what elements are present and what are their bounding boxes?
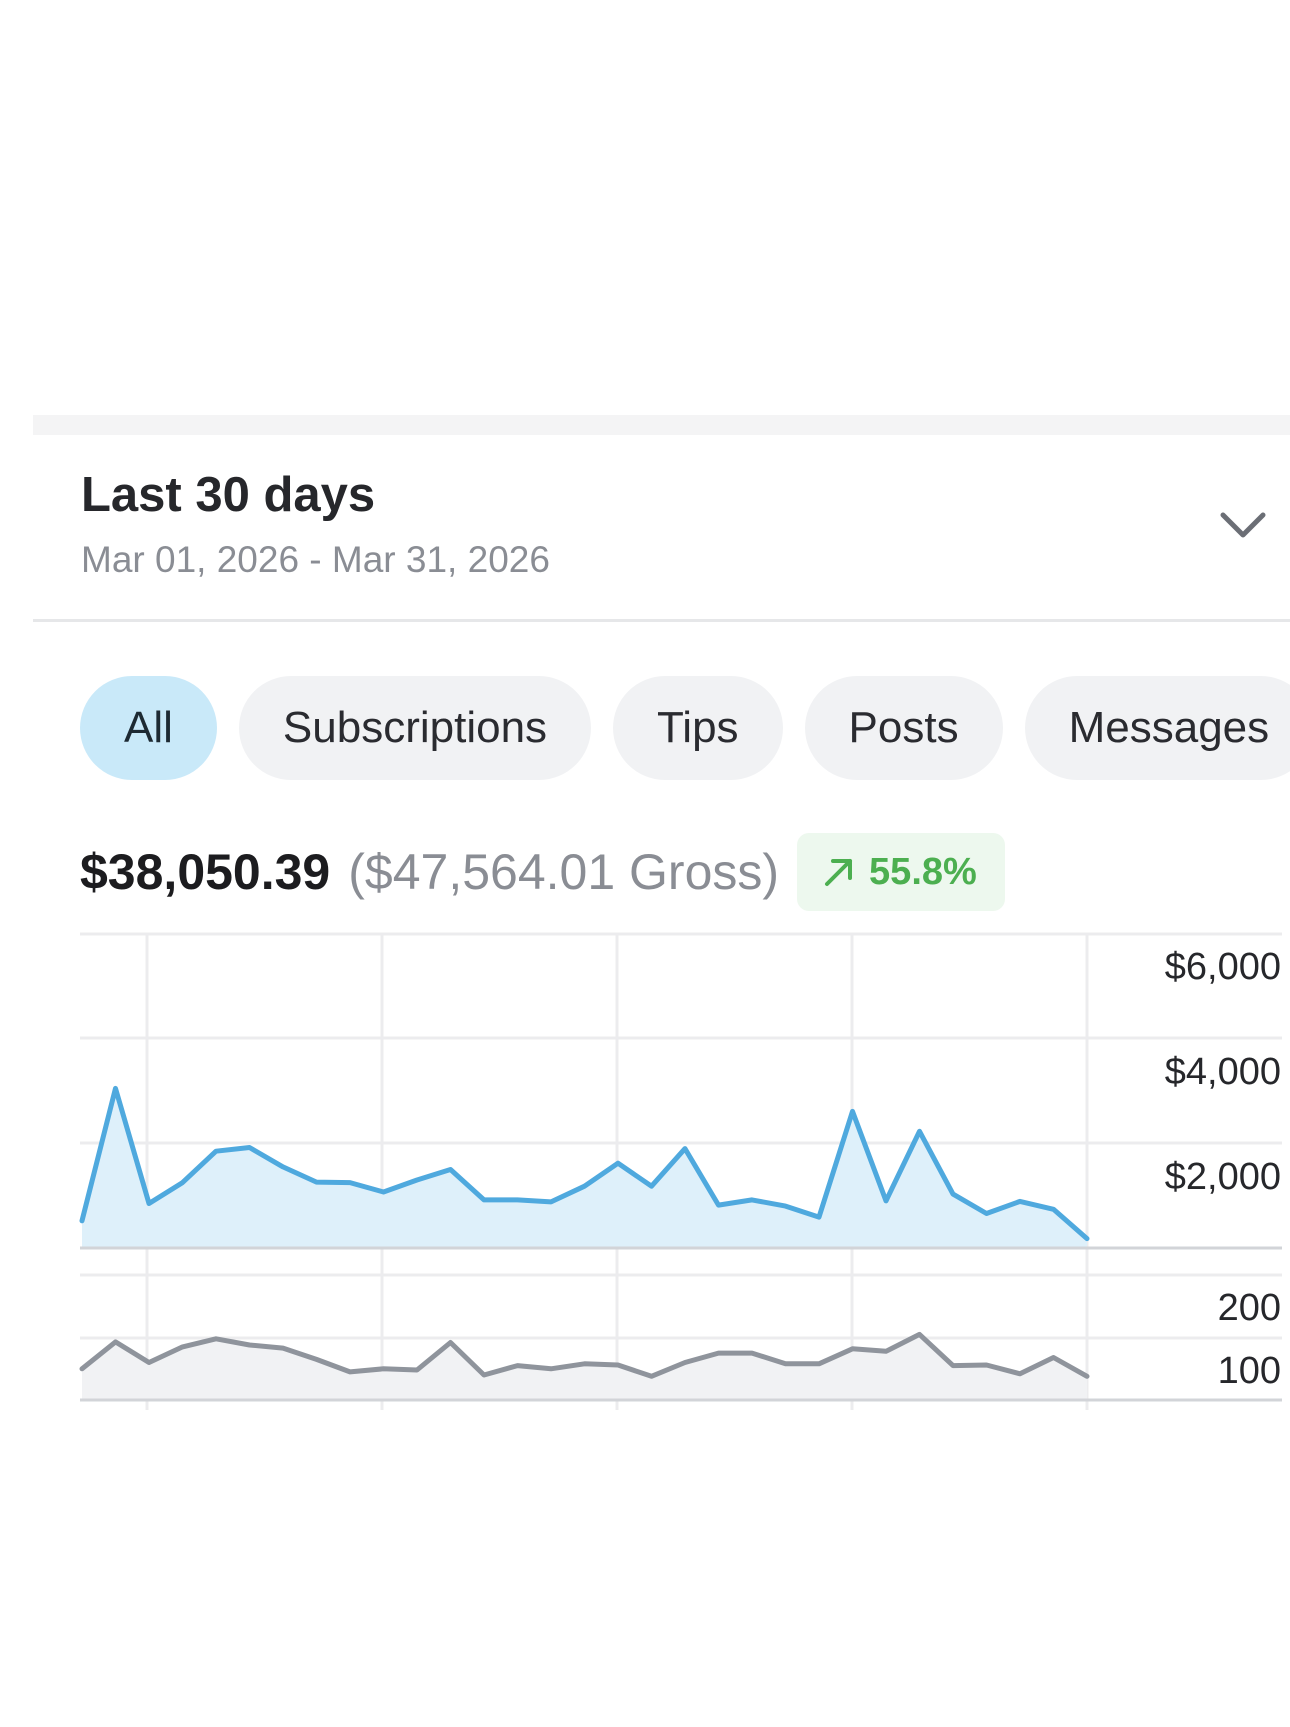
period-title: Last 30 days (81, 468, 376, 522)
count-series-area (82, 1334, 1087, 1400)
tab-messages[interactable]: Messages (1024, 676, 1290, 780)
net-earnings: $38,050.39 (80, 844, 331, 900)
y-tick-label: $4,000 (1165, 1051, 1281, 1093)
y-tick-label: 200 (1218, 1287, 1281, 1329)
top-horizontal-gridlines (80, 932, 1282, 1145)
bottom-horizontal-gridlines (80, 1273, 1282, 1340)
tab-subscriptions[interactable]: Subscriptions (238, 676, 592, 780)
arrow-up-right-icon (825, 859, 853, 886)
earnings-series-area (82, 1088, 1087, 1248)
period-date-range: Mar 01, 2026 - Mar 31, 2026 (81, 539, 550, 580)
change-badge: 55.8% (797, 833, 1005, 911)
period-selector[interactable]: Last 30 days Mar 01, 2026 - Mar 31, 2026 (33, 435, 1290, 622)
tab-tips[interactable]: Tips (613, 676, 783, 780)
y-tick-label: 100 (1218, 1350, 1281, 1392)
change-percent: 55.8% (869, 850, 977, 893)
y-tick-label: $2,000 (1165, 1156, 1281, 1198)
tab-all[interactable]: All (80, 676, 217, 780)
earnings-series-line (79, 1085, 1090, 1242)
earnings-summary: $38,050.39 ($47,564.01 Gross) 55.8% (80, 832, 1005, 912)
category-tabs: All Subscriptions Tips Posts Messages (80, 676, 1290, 780)
section-divider (33, 415, 1290, 435)
bottom-series-group (79, 1331, 1090, 1400)
count-series-line (79, 1331, 1090, 1379)
y-tick-label: $6,000 (1165, 946, 1281, 988)
gross-earnings: ($47,564.01 Gross) (348, 844, 780, 900)
top-series-group (79, 1085, 1090, 1248)
chevron-down-icon[interactable] (1213, 495, 1273, 555)
tab-posts[interactable]: Posts (804, 676, 1003, 780)
